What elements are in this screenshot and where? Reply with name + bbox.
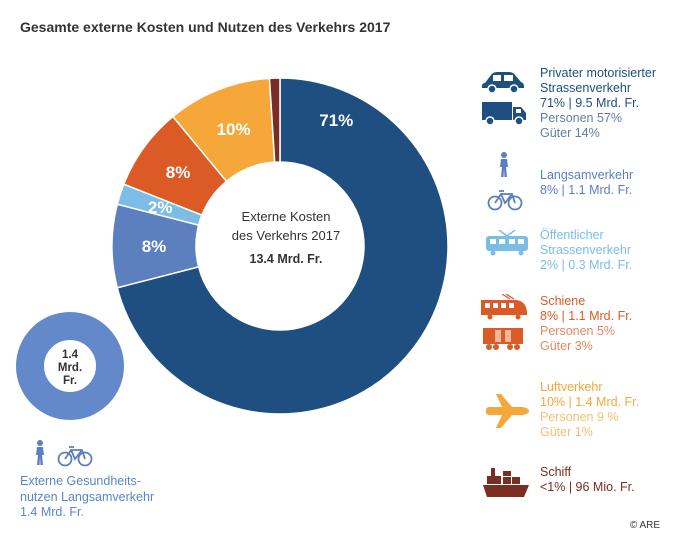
legend-item-title: Schiff [540, 465, 572, 479]
legend-item-detail: Güter 3% [540, 339, 593, 353]
slice-value-label: 71% [319, 111, 353, 130]
legend-item-title: Langsamverkehr [540, 168, 634, 182]
benefit-line: 1.4 Mrd. Fr. [20, 505, 84, 519]
slice-value-label: 8% [166, 163, 191, 182]
benefit-hole [45, 341, 95, 391]
benefit-line: Externe Gesundheits- [20, 474, 141, 488]
legend-item-detail: Güter 14% [540, 126, 600, 140]
benefit-label: Externe Gesundheits- nutzen Langsamverke… [20, 474, 154, 521]
legend-item-title: Luftverkehr [540, 380, 603, 394]
legend-item-title: Schiene [540, 294, 586, 308]
tram-icon [486, 230, 528, 256]
legend-item-title: Öffentlicher [540, 228, 604, 242]
legend-item-detail: Güter 1% [540, 425, 593, 439]
legend-item: Schiff <1% | 96 Mio. Fr. [540, 465, 635, 495]
legend-item-title: Strassenverkehr [540, 243, 632, 257]
center-label-line: des Verkehrs 2017 [232, 228, 340, 243]
benefit-line: nutzen Langsamverkehr [20, 489, 155, 504]
copyright: © ARE [629, 520, 660, 531]
benefit-center-label: Mrd. [58, 362, 82, 374]
bicycle-icon [57, 446, 93, 467]
legend-item-title: Privater motorisierter [540, 66, 656, 80]
donut-slice [268, 77, 281, 163]
donut-slice [116, 77, 449, 415]
pedestrian-icon [500, 152, 508, 177]
legend-item: Öffentlicher Strassenverkehr 2% | 0.3 Mrd.… [540, 228, 632, 273]
center-label-line: Externe Kosten [242, 209, 331, 224]
truck-icon [482, 102, 526, 126]
legend-item-detail: Personen 57% [540, 111, 623, 125]
train-icon [481, 294, 527, 320]
legend-item-value: <1% | 96 Mio. Fr. [540, 480, 635, 494]
legend-item: Langsamverkehr 8% | 1.1 Mrd. Fr. [540, 168, 633, 198]
cost-donut-chart: 71% 8% 2% 8% 10% [111, 77, 449, 415]
car-icon [482, 72, 524, 93]
legend-item-value: 71% | 9.5 Mrd. Fr. [540, 96, 640, 110]
bicycle-icon [487, 190, 523, 211]
benefit-center-label: Fr. [63, 375, 77, 387]
legend-item-detail: Personen 5% [540, 324, 616, 338]
legend-item-value: 8% | 1.1 Mrd. Fr. [540, 183, 633, 197]
legend-item-value: 10% | 1.4 Mrd. Fr. [540, 395, 640, 409]
legend-item-detail: Personen 9 % [540, 410, 619, 424]
legend-item: Luftverkehr 10% | 1.4 Mrd. Fr. Personen 9 … [540, 380, 639, 440]
center-value: 13.4 Mrd. Fr. [250, 252, 323, 266]
pedestrian-icon [36, 440, 44, 465]
airplane-icon [486, 394, 529, 428]
legend-item: Schiene 8% | 1.1 Mrd. Fr. Personen 5% Güter… [540, 294, 632, 354]
chart-title: Gesamte externe Kosten und Nutzen des Ve… [20, 19, 391, 35]
legend-item-value: 8% | 1.1 Mrd. Fr. [540, 309, 633, 323]
legend-item-title: Strassenverkehr [540, 81, 632, 95]
legend-item-value: 2% | 0.3 Mrd. Fr. [540, 258, 633, 272]
benefit-center-label: 1.4 [62, 349, 79, 361]
legend-item: Privater motorisierter Strassenverkehr 71%… [540, 66, 656, 141]
slice-value-label: 2% [148, 198, 173, 217]
benefit-ring [16, 312, 124, 420]
ship-icon [483, 468, 529, 497]
donut-center-label: Externe Kosten des Verkehrs 2017 13.4 Mrd.… [232, 209, 340, 266]
freight-wagon-icon [483, 328, 523, 350]
slice-value-label: 8% [142, 237, 167, 256]
slice-value-label: 10% [217, 120, 251, 139]
